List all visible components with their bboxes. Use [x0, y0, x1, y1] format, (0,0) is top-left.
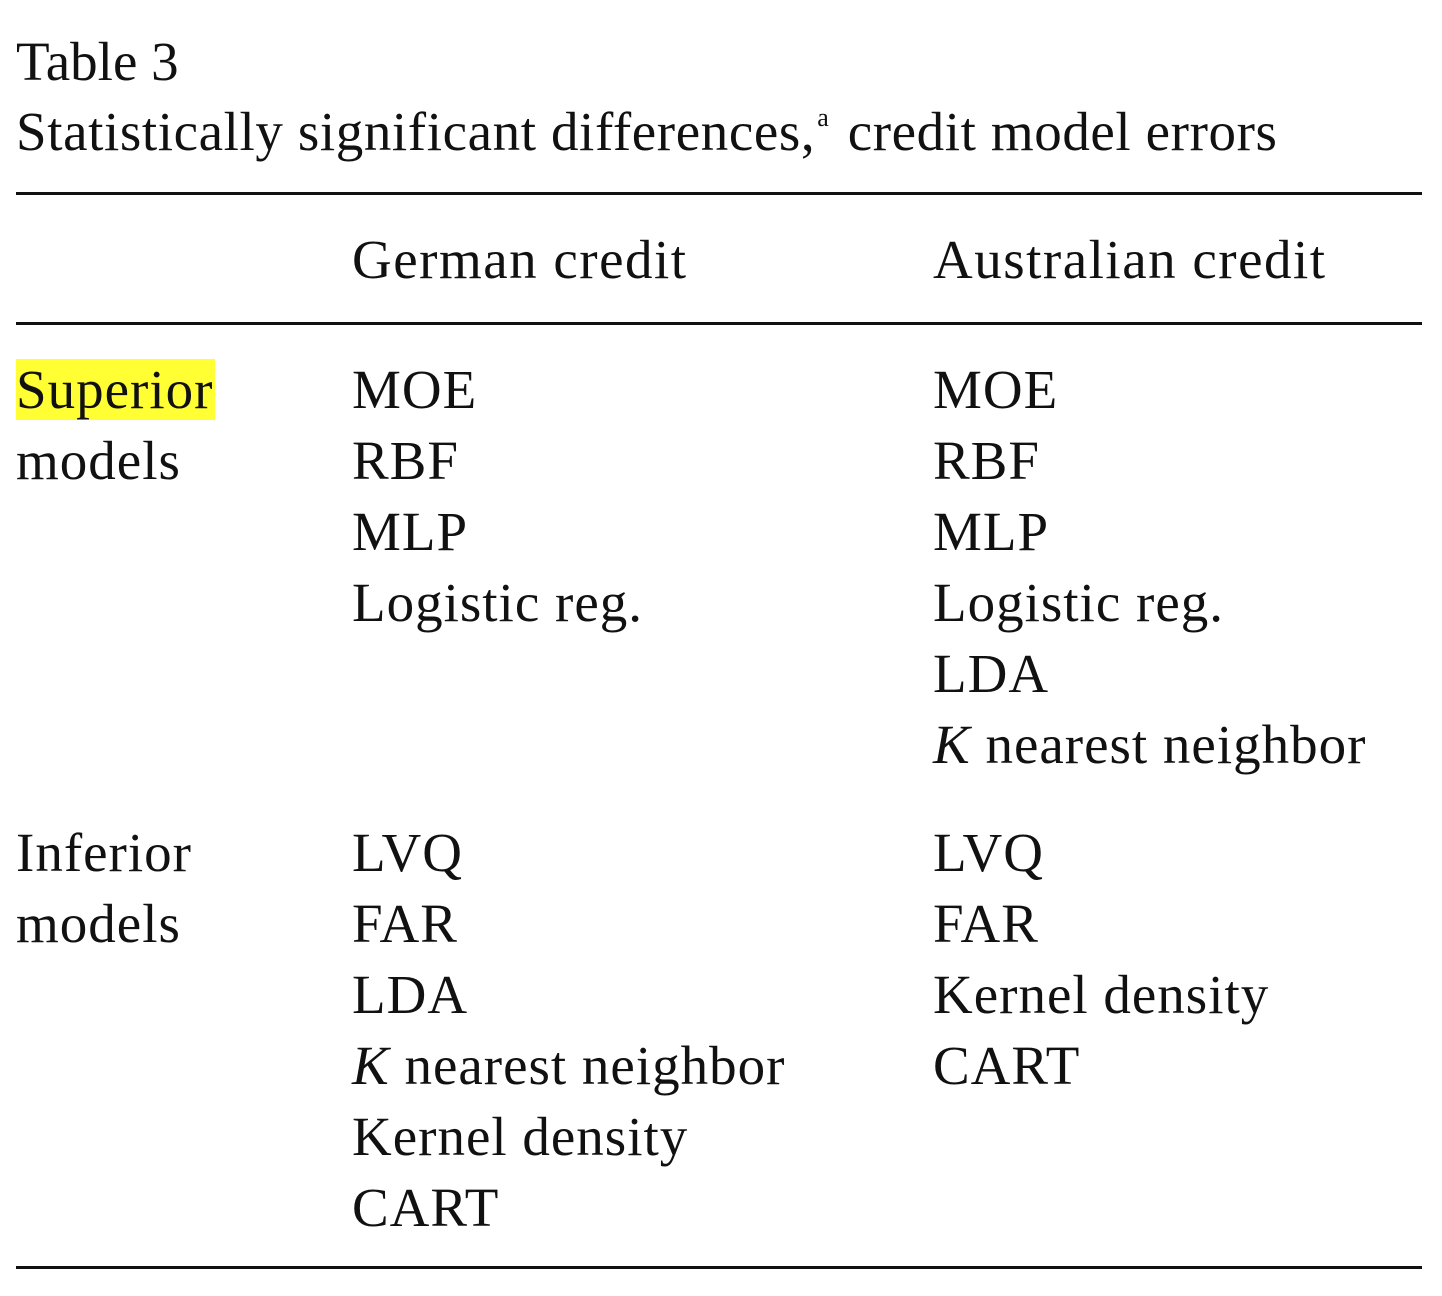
column-header-australian: Australian credit: [933, 229, 1327, 290]
section-label-line: models: [16, 893, 181, 954]
list-item: LDA: [933, 643, 1050, 704]
top-rule: [16, 192, 1422, 195]
german-inferior-list: LVQ FAR LDA K nearest neighbor Kernel de…: [352, 817, 785, 1243]
list-item: RBF: [352, 430, 459, 491]
column-header-german: German credit: [352, 229, 688, 290]
list-item: Kernel density: [933, 964, 1270, 1025]
highlighted-text: Superior: [16, 359, 216, 420]
bottom-rule: [16, 1266, 1422, 1269]
list-item: K nearest neighbor: [352, 1035, 786, 1096]
section-label-superior: Superior models: [16, 354, 216, 496]
table-title-rest: credit model errors: [833, 101, 1278, 162]
header-rule: [16, 322, 1422, 325]
section-label-line: Superior: [16, 354, 216, 425]
list-item: Logistic reg.: [933, 572, 1224, 633]
list-item: MOE: [352, 359, 478, 420]
list-item: LDA: [352, 964, 469, 1025]
table-title-main: Statistically significant differences,: [16, 101, 816, 162]
section-label-line: models: [16, 430, 181, 491]
list-item: MLP: [352, 501, 469, 562]
list-item: Logistic reg.: [352, 572, 643, 633]
german-superior-list: MOE RBF MLP Logistic reg.: [352, 354, 643, 638]
list-item: LVQ: [352, 822, 463, 883]
section-label-inferior: Inferior models: [16, 817, 192, 959]
list-item: MLP: [933, 501, 1050, 562]
table-number: Table 3: [16, 31, 179, 92]
section-label-line: Inferior: [16, 822, 192, 883]
table-title: Statistically significant differences,a …: [16, 104, 1278, 159]
list-item: LVQ: [933, 822, 1044, 883]
list-item: Kernel density: [352, 1106, 689, 1167]
list-item: MOE: [933, 359, 1059, 420]
list-item: K nearest neighbor: [933, 714, 1367, 775]
footnote-marker: a: [817, 103, 830, 132]
list-item: RBF: [933, 430, 1040, 491]
list-item: CART: [352, 1177, 500, 1238]
list-item: CART: [933, 1035, 1081, 1096]
australian-inferior-list: LVQ FAR Kernel density CART: [933, 817, 1269, 1101]
list-item: FAR: [933, 893, 1039, 954]
list-item: FAR: [352, 893, 458, 954]
australian-superior-list: MOE RBF MLP Logistic reg. LDA K nearest …: [933, 354, 1366, 780]
